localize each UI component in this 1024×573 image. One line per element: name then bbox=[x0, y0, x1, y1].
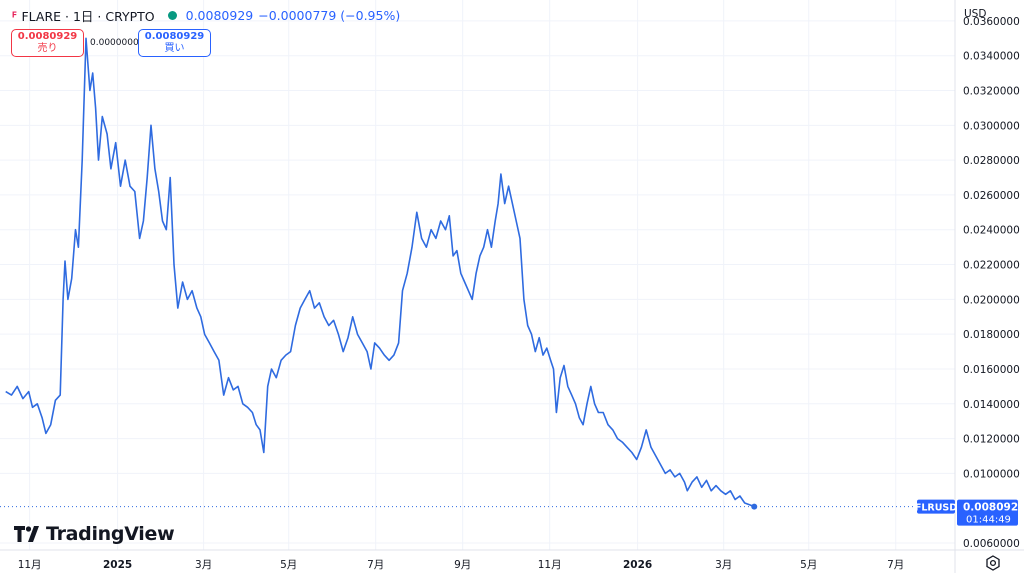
x-tick-label: 3月 bbox=[195, 559, 212, 571]
chart-legend: ꟳ FLARE · 1日 · CRYPTO 0.0080929 −0.00007… bbox=[12, 6, 400, 25]
x-tick-label: 7月 bbox=[887, 559, 904, 571]
buy-button[interactable]: 0.0080929 買い bbox=[138, 29, 211, 57]
sell-label: 売り bbox=[37, 43, 58, 54]
y-tick-label: 0.0180000 bbox=[963, 329, 1020, 341]
buy-label: 買い bbox=[164, 43, 185, 54]
y-tick-label: 0.0360000 bbox=[963, 16, 1020, 28]
y-tick-label: 0.0100000 bbox=[963, 468, 1020, 480]
y-tick-label: 0.0240000 bbox=[963, 225, 1020, 237]
tradingview-wordmark: TradingView bbox=[46, 523, 175, 545]
symbol-label[interactable]: FLARE · 1日 · CRYPTO bbox=[21, 9, 155, 24]
x-tick-label: 11月 bbox=[18, 559, 42, 571]
last-price: 0.0080929 bbox=[185, 8, 254, 23]
x-tick-label: 2025 bbox=[103, 559, 132, 571]
x-tick-label: 2026 bbox=[623, 559, 652, 571]
x-tick-label: 11月 bbox=[538, 559, 562, 571]
tradingview-logo[interactable]: TradingView bbox=[14, 523, 175, 545]
sell-price: 0.0080929 bbox=[17, 31, 78, 42]
y-tick-label: 0.0120000 bbox=[963, 434, 1020, 446]
price-series-line bbox=[5, 37, 755, 508]
x-tick-label: 5月 bbox=[280, 559, 297, 571]
gear-icon[interactable] bbox=[985, 555, 1001, 571]
x-tick-label: 7月 bbox=[367, 559, 384, 571]
tradingview-mark-icon bbox=[14, 526, 39, 542]
market-status-icon bbox=[167, 11, 177, 20]
sell-button[interactable]: 0.0080929 売り bbox=[11, 29, 84, 57]
y-tick-label: 0.0340000 bbox=[963, 51, 1020, 63]
symbol-tag-label: FLRUSD bbox=[915, 503, 957, 514]
bar-countdown: 01:44:49 bbox=[966, 515, 1011, 526]
last-price-marker bbox=[751, 503, 758, 510]
y-tick-label: 0.0300000 bbox=[963, 120, 1020, 132]
price-change: −0.0000779 (−0.95%) bbox=[258, 8, 401, 23]
y-tick-label: 0.0060000 bbox=[963, 538, 1020, 550]
y-tick-label: 0.0220000 bbox=[963, 260, 1020, 272]
y-tick-label: 0.0200000 bbox=[963, 294, 1020, 306]
y-tick-label: 0.0260000 bbox=[963, 190, 1020, 202]
price-tag-value: 0.0080929 bbox=[963, 502, 1024, 514]
symbol-tag-bg bbox=[917, 499, 955, 514]
flare-logo-icon: ꟳ bbox=[12, 9, 17, 25]
y-tick-label: 0.0320000 bbox=[963, 86, 1020, 98]
price-tag-bg bbox=[957, 499, 1018, 526]
spread-value: 0.0000000 bbox=[90, 38, 139, 48]
x-tick-label: 5月 bbox=[800, 559, 817, 571]
currency-selector[interactable]: USD bbox=[964, 8, 987, 20]
x-tick-label: 3月 bbox=[715, 559, 732, 571]
y-tick-label: 0.0140000 bbox=[963, 399, 1020, 411]
y-tick-label: 0.0280000 bbox=[963, 155, 1020, 167]
buy-price: 0.0080929 bbox=[144, 31, 205, 42]
y-tick-label: 0.0160000 bbox=[963, 364, 1020, 376]
x-tick-label: 9月 bbox=[454, 559, 471, 571]
